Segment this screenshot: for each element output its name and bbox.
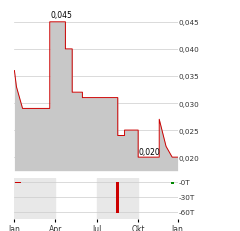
Bar <box>97 178 138 219</box>
Bar <box>171 182 174 184</box>
Text: 0,045: 0,045 <box>50 11 72 20</box>
Bar <box>116 182 119 213</box>
Text: 0,020: 0,020 <box>139 147 161 156</box>
Bar <box>14 178 55 219</box>
Bar <box>15 182 18 184</box>
Bar <box>18 182 21 183</box>
